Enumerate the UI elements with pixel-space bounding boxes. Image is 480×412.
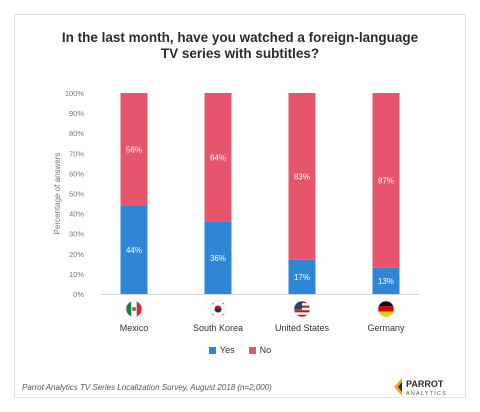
germany-flag-icon xyxy=(378,301,394,317)
x-category-label: Germany xyxy=(367,323,405,333)
y-tick-label: 20% xyxy=(69,250,84,259)
chart-frame xyxy=(14,14,466,398)
chart-title: In the last month, have you watched a fo… xyxy=(40,30,440,62)
bar-yes xyxy=(288,259,316,294)
x-category-label: United States xyxy=(275,323,330,333)
flag-border xyxy=(209,300,227,318)
south-korea-flag-icon xyxy=(210,301,226,317)
chart-title-line-1: In the last month, have you watched a fo… xyxy=(61,30,419,45)
mexico-flag-icon xyxy=(126,301,142,317)
bar-no xyxy=(288,93,316,260)
y-tick-label: 100% xyxy=(65,89,85,98)
parrot-analytics-logo: PARROT ANALYTICS xyxy=(394,378,447,397)
y-tick-label: 40% xyxy=(69,210,84,219)
logo-wordmark: PARROT xyxy=(406,379,444,389)
data-label-yes: 44% xyxy=(126,246,142,255)
legend-label-no: No xyxy=(259,345,272,355)
legend-item-yes: Yes xyxy=(208,345,235,355)
y-tick-label: 70% xyxy=(69,149,84,158)
bar-no xyxy=(204,93,232,222)
x-category-label: Mexico xyxy=(120,323,149,333)
y-tick-label: 90% xyxy=(69,109,84,118)
legend-label-yes: Yes xyxy=(219,345,235,355)
data-label-no: 83% xyxy=(294,172,310,181)
legend: Yes No xyxy=(0,345,480,355)
bar-no xyxy=(372,93,400,268)
data-label-no: 64% xyxy=(210,153,226,162)
chart-title-line-2: TV series with subtitles? xyxy=(160,46,320,61)
flag-border xyxy=(377,300,395,318)
flag-border xyxy=(293,300,311,318)
y-tick-label: 60% xyxy=(69,169,84,178)
legend-item-no: No xyxy=(248,345,272,355)
legend-swatch-yes xyxy=(208,346,216,354)
legend-swatch-no xyxy=(248,346,256,354)
bar-yes xyxy=(204,221,232,294)
usa-flag-icon xyxy=(294,301,310,317)
y-tick-label: 0% xyxy=(73,290,84,299)
y-tick-label: 30% xyxy=(69,230,84,239)
data-label-yes: 17% xyxy=(294,273,310,282)
source-note: Parrot Analytics TV Series Localization … xyxy=(22,383,272,392)
data-label-yes: 36% xyxy=(210,254,226,263)
flag-border xyxy=(125,300,143,318)
bar-yes xyxy=(120,205,148,294)
y-axis-label: Percentage of answers xyxy=(53,153,62,235)
bar-yes xyxy=(372,267,400,294)
logo-subtitle: ANALYTICS xyxy=(406,391,447,397)
data-label-no: 87% xyxy=(378,176,394,185)
y-tick-label: 80% xyxy=(69,129,84,138)
bar-no xyxy=(120,93,148,206)
y-tick-label: 50% xyxy=(69,190,84,199)
x-category-label: South Korea xyxy=(193,323,243,333)
data-label-yes: 13% xyxy=(378,277,394,286)
data-label-no: 56% xyxy=(126,145,142,154)
y-tick-label: 10% xyxy=(69,270,84,279)
